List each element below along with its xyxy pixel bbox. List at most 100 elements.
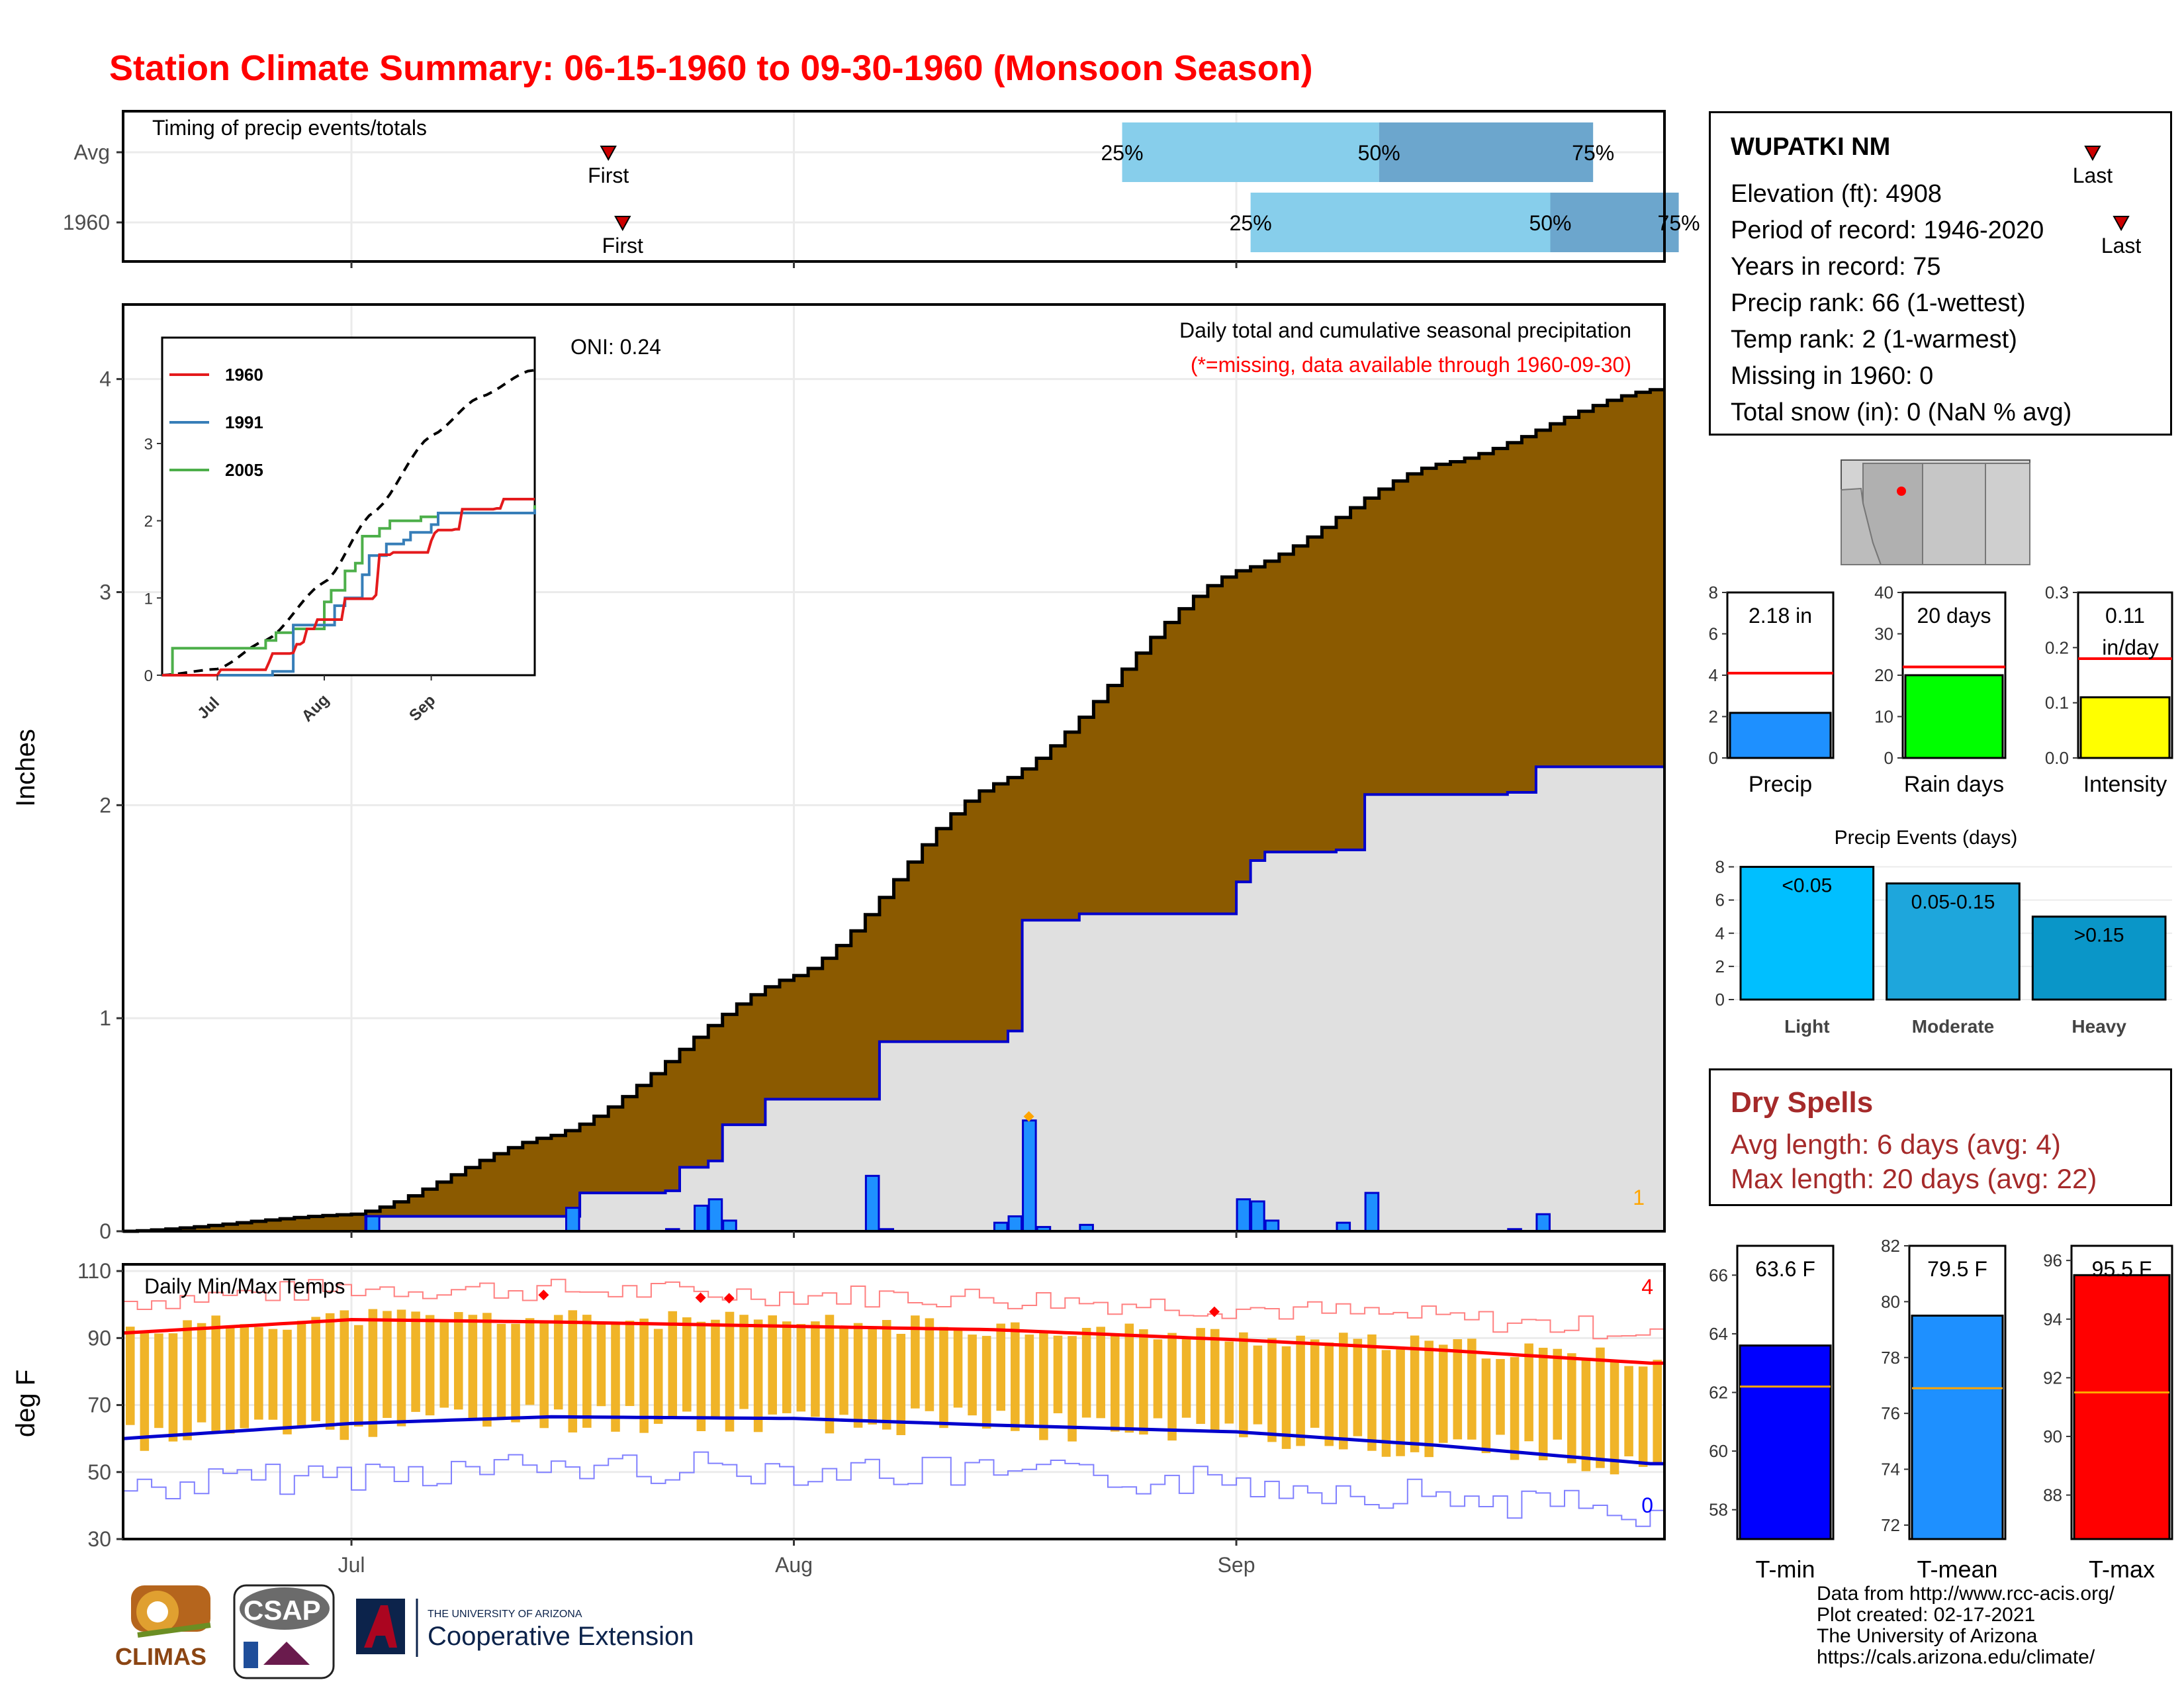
temp-bar-label: T-min bbox=[1756, 1556, 1815, 1583]
daily-precip-bar bbox=[1264, 1219, 1280, 1233]
record-high-marker bbox=[1208, 1306, 1220, 1317]
ua-big-text: Cooperative Extension bbox=[428, 1622, 694, 1651]
events-y-label: 6 bbox=[1715, 890, 1725, 910]
small-bar-y-label: 2 bbox=[1709, 707, 1718, 727]
daily-temp-bar bbox=[1281, 1346, 1291, 1449]
record-low-line bbox=[123, 1451, 1664, 1527]
map-state-tx bbox=[1985, 463, 2030, 565]
daily-temp-bar bbox=[1453, 1339, 1463, 1440]
timing-label: Timing of precip events/totals bbox=[152, 116, 427, 140]
small-bar-label: Rain days bbox=[1904, 772, 2004, 797]
station-name: WUPATKI NM bbox=[1731, 133, 1891, 161]
temp-bar-label: T-max bbox=[2089, 1556, 2155, 1583]
dry-spells-max: Max length: 20 days (avg: 22) bbox=[1731, 1163, 2097, 1194]
daily-temp-bar bbox=[396, 1309, 406, 1427]
events-y-label: 0 bbox=[1715, 990, 1725, 1009]
event-marker bbox=[2113, 216, 2130, 232]
events-category-label: Moderate bbox=[1912, 1016, 1994, 1037]
inset-frame bbox=[161, 336, 536, 677]
timing-bar-50-75 bbox=[1550, 193, 1679, 252]
daily-temp-bar bbox=[625, 1321, 635, 1407]
small-bar-y-label: 20 bbox=[1874, 665, 1893, 685]
daily-temp-bar bbox=[1510, 1357, 1520, 1460]
pct-label: 50% bbox=[1358, 141, 1400, 165]
daily-temp-bar bbox=[268, 1329, 278, 1420]
daily-temp-bar bbox=[939, 1327, 948, 1429]
daily-temp-bar bbox=[411, 1311, 420, 1412]
daily-temp-bar bbox=[525, 1318, 535, 1405]
daily-temp-bar bbox=[1196, 1328, 1205, 1425]
avg-min-line bbox=[122, 1415, 1664, 1466]
temp-frame bbox=[122, 1263, 1666, 1540]
daily-temp-bar bbox=[868, 1328, 877, 1425]
small-bar-panels: 0 2 4 6 8 2.18 in Precip 0 10 20 30 40 20 days Rain d… bbox=[1709, 583, 2173, 797]
station-line: Period of record: 1946-2020 bbox=[1731, 216, 2044, 244]
daily-temp-bar bbox=[439, 1321, 449, 1408]
daily-temp-bar bbox=[882, 1320, 891, 1430]
csap-logo: CSAP bbox=[233, 1584, 335, 1679]
events-title: Precip Events (days) bbox=[1835, 827, 2018, 849]
temp-bar-y-label: 66 bbox=[1709, 1265, 1728, 1285]
inset-y-label: 1 bbox=[144, 590, 153, 608]
daily-temp-bar bbox=[468, 1315, 478, 1421]
credit-line: https://cals.arizona.edu/climate/ bbox=[1817, 1646, 2095, 1668]
record-high-line bbox=[123, 1278, 1664, 1340]
temp-bar-y-label: 82 bbox=[1881, 1236, 1900, 1256]
daily-precip-bar bbox=[722, 1219, 737, 1233]
daily-temp-bar bbox=[668, 1311, 678, 1419]
daily-temp-bar bbox=[1381, 1350, 1391, 1457]
y-axis-label: Inches bbox=[11, 729, 40, 807]
daily-temp-bar bbox=[539, 1320, 549, 1429]
daily-temp-bar bbox=[1467, 1338, 1477, 1440]
station-info-box: WUPATKI NM Elevation (ft): 4908 Period o… bbox=[1709, 111, 2172, 436]
temp-bar-y-label: 94 bbox=[2043, 1309, 2062, 1329]
precip-description: Daily total and cumulative seasonal prec… bbox=[1179, 318, 1631, 342]
timing-bar-25-50 bbox=[1250, 193, 1551, 252]
daily-temp-bar bbox=[1267, 1338, 1277, 1442]
events-bin-label: >0.15 bbox=[2074, 925, 2124, 947]
daily-temp-bar bbox=[183, 1320, 192, 1440]
daily-temp-bar bbox=[1053, 1335, 1063, 1413]
daily-temp-bar bbox=[425, 1315, 435, 1416]
temp-bar-y-label: 78 bbox=[1881, 1348, 1900, 1368]
events-y-label: 4 bbox=[1715, 923, 1725, 943]
daily-temp-bar bbox=[796, 1324, 806, 1412]
station-line: Total snow (in): 0 (NaN % avg) bbox=[1731, 399, 2072, 426]
inset-x-label: Jul bbox=[194, 694, 223, 723]
temp-y-label: 70 bbox=[87, 1393, 111, 1417]
daily-temp-bar bbox=[1424, 1340, 1433, 1458]
events-category-label: Light bbox=[1784, 1016, 1829, 1037]
daily-temp-bar bbox=[968, 1335, 977, 1416]
daily-temp-bar bbox=[1610, 1360, 1619, 1475]
locator-map bbox=[1841, 459, 2030, 565]
inset-line-1960 bbox=[162, 498, 535, 677]
daily-precip-bar bbox=[1250, 1200, 1265, 1233]
inset-x-label: Aug bbox=[298, 691, 333, 726]
daily-temp-bar bbox=[325, 1313, 335, 1430]
temp-bar-value: 95.5 F bbox=[2092, 1257, 2152, 1281]
temp-bar-y-label: 92 bbox=[2043, 1368, 2062, 1387]
station-line: Elevation (ft): 4908 bbox=[1731, 180, 1942, 208]
temp-bar-y-label: 96 bbox=[2043, 1250, 2062, 1270]
timing-row-label: Avg bbox=[73, 140, 110, 164]
temp-bar-y-label: 64 bbox=[1709, 1324, 1728, 1344]
temp-y-label: 30 bbox=[87, 1527, 111, 1551]
station-line: Precip rank: 66 (1-wettest) bbox=[1731, 289, 2026, 317]
small-bar-value: 0.11 bbox=[2105, 604, 2145, 628]
record-high-marker bbox=[538, 1289, 549, 1301]
events-bin-label: <0.05 bbox=[1782, 875, 1832, 897]
daily-temp-bar bbox=[225, 1327, 235, 1434]
daily-temp-bar bbox=[1011, 1322, 1020, 1431]
small-bar-value-unit: in/day bbox=[2102, 635, 2158, 659]
y-tick-label: 3 bbox=[99, 580, 111, 604]
dry-spells-box: Dry Spells Avg length: 6 days (avg: 4) M… bbox=[1709, 1068, 2172, 1206]
event-marker bbox=[614, 216, 631, 232]
event-label: First bbox=[602, 234, 643, 258]
daily-temp-bar bbox=[1039, 1332, 1048, 1440]
daily-precip-bar bbox=[565, 1207, 580, 1233]
daily-temp-bar bbox=[1396, 1349, 1405, 1456]
daily-temp-bar bbox=[453, 1312, 463, 1410]
climas-logo: CLIMAS bbox=[115, 1585, 211, 1670]
